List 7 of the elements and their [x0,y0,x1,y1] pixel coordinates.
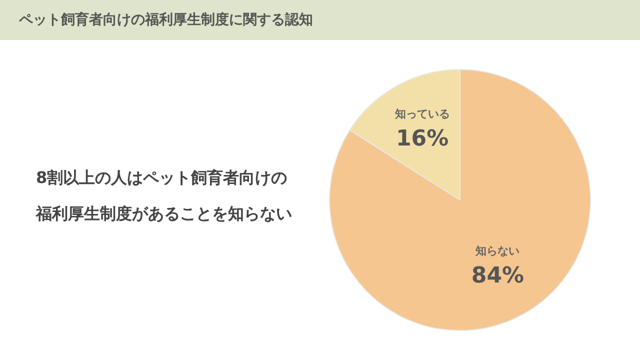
text: 8割以上の人はペット飼育者向けの [36,167,288,189]
data-label: 84% [471,264,524,289]
data-label: 16% [396,126,449,152]
text: 福利厚生制度があることを知らない [36,203,292,225]
slice-label: 知らない [474,244,520,258]
text: ペット飼育者向けの福利厚生制度に関する認知 [19,11,313,29]
slice-label: 知っている [394,107,450,120]
